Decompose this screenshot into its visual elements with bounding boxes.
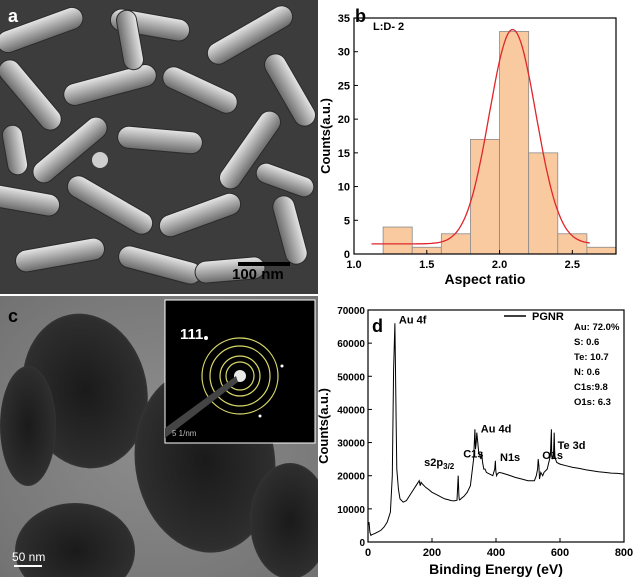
x-tick-label: 200 <box>423 547 441 559</box>
nanoparticle <box>92 152 108 168</box>
histogram-bar <box>586 246 617 255</box>
panel-b-histogram: 1.0 1.5 2.0 2.5 0 5 10 15 20 25 30 35 Aspect ratio Co… <box>318 0 636 294</box>
nanorod <box>255 162 315 198</box>
nanorod <box>63 64 157 106</box>
x-tick-label: 0 <box>365 547 371 559</box>
y-tick-label: 50000 <box>337 372 365 383</box>
peak-label: O1s <box>542 450 563 462</box>
x-axis-label: Binding Energy (eV) <box>429 561 563 577</box>
composition-line: Te: 10.7 <box>574 352 609 363</box>
nanorod <box>264 53 316 127</box>
y-tick-label: 0 <box>359 538 365 549</box>
x-tick-label: 600 <box>551 547 569 559</box>
y-tick-label: 10 <box>338 182 350 194</box>
composition-line: N: 0.6 <box>574 367 600 378</box>
x-tick-label: 2.5 <box>565 259 580 271</box>
diffraction-spot <box>280 364 284 368</box>
y-tick-label: 70000 <box>337 306 365 317</box>
composition-line: C1s:9.8 <box>574 382 608 393</box>
diffraction-inset <box>164 299 316 444</box>
x-tick-label: 1.5 <box>419 259 434 271</box>
nanorods <box>0 5 316 285</box>
peak-label: C1s <box>463 448 483 460</box>
diffraction-rings <box>201 337 279 415</box>
histogram-bar <box>528 152 559 255</box>
panel-a-scale-label: 100 nm <box>232 266 284 283</box>
y-tick-label: 20 <box>338 114 350 126</box>
x-tick-label: 1.0 <box>346 259 361 271</box>
panel-d-label: d <box>372 316 383 336</box>
beam-stop <box>165 376 238 438</box>
nanorod <box>218 110 282 190</box>
peak-label: Au 4d <box>481 424 512 436</box>
y-tick-label: 40000 <box>337 405 365 416</box>
histogram-bar <box>470 138 500 255</box>
aspect-ratio-histogram: 1.0 1.5 2.0 2.5 0 5 10 15 20 25 30 35 Aspect ratio Co… <box>318 6 617 287</box>
histogram-bar <box>382 226 413 255</box>
sem-micrograph <box>0 0 318 294</box>
panel-a-sem-image: a 100 nm <box>0 0 318 294</box>
chart-annotation: L:D- 2 <box>373 21 404 33</box>
nanorod <box>272 195 308 265</box>
nanorod <box>0 6 84 54</box>
diffraction-spot <box>204 336 208 340</box>
xps-survey-spectrum: 0 200 400 600 800 0 10000 20000 30000 40000 50000 6… <box>318 306 633 577</box>
nanorod <box>66 175 154 235</box>
plot-frame <box>353 17 617 255</box>
x-tick-label: 2.0 <box>492 259 507 271</box>
x-tick-label: 800 <box>615 547 633 559</box>
particle <box>0 366 56 486</box>
nanorod <box>117 125 203 155</box>
y-tick-label: 10000 <box>337 505 365 516</box>
composition-line: O1s: 6.3 <box>574 397 611 408</box>
nanorod <box>162 66 238 114</box>
inset-index-label: 111 <box>180 326 204 343</box>
diffraction-spot <box>258 414 262 418</box>
panel-c-tem-image: c 111 5 1/nm 50 nm <box>0 296 318 577</box>
y-axis-label: Counts(a.u.) <box>318 98 333 174</box>
tem-micrograph <box>0 296 318 577</box>
peak-label: s2p3/2 <box>424 457 455 471</box>
nanorod <box>116 9 144 71</box>
panel-b-label: b <box>355 6 366 26</box>
y-tick-label: 60000 <box>337 339 365 350</box>
nanorod <box>0 59 62 131</box>
peak-label: Au 4f <box>399 314 427 326</box>
scale-bar <box>238 262 290 266</box>
y-tick-label: 5 <box>344 215 350 227</box>
panel-a-label: a <box>8 6 19 26</box>
nanorod <box>15 237 105 273</box>
y-tick-label: 30000 <box>337 439 365 450</box>
histogram-bar <box>440 233 471 255</box>
y-tick-label: 20000 <box>337 472 365 483</box>
legend-label: PGNR <box>532 311 564 323</box>
x-axis-label: Aspect ratio <box>445 271 526 287</box>
inset-scale-label: 5 1/nm <box>172 429 197 438</box>
peak-label: Te 3d <box>558 440 586 452</box>
spectrum-line <box>367 323 625 537</box>
nanorod <box>0 183 61 217</box>
x-tick-label: 400 <box>487 547 505 559</box>
panel-c-scale-label: 50 nm <box>12 550 46 564</box>
y-tick-label: 35 <box>338 13 350 25</box>
composition-line: S: 0.6 <box>574 337 599 348</box>
nanorod <box>32 116 108 184</box>
y-tick-label: 0 <box>344 249 350 261</box>
y-tick-label: 25 <box>338 80 350 92</box>
y-tick-label: 15 <box>338 148 350 160</box>
histogram-bar <box>499 31 530 255</box>
gaussian-fit-line <box>371 28 590 245</box>
composition-line: Au: 72.0% <box>574 322 620 333</box>
y-tick-label: 30 <box>338 47 350 59</box>
panel-d-xps-spectrum: 0 200 400 600 800 0 10000 20000 30000 40000 50000 6… <box>318 296 636 577</box>
particle <box>15 503 135 577</box>
panel-c-label: c <box>8 306 19 326</box>
nanorod <box>158 192 242 238</box>
y-axis-label: Counts(a.u.) <box>318 388 331 464</box>
nanorod <box>206 5 294 65</box>
nanorod <box>1 124 29 176</box>
particle <box>250 463 318 577</box>
peak-label: N1s <box>500 452 520 464</box>
